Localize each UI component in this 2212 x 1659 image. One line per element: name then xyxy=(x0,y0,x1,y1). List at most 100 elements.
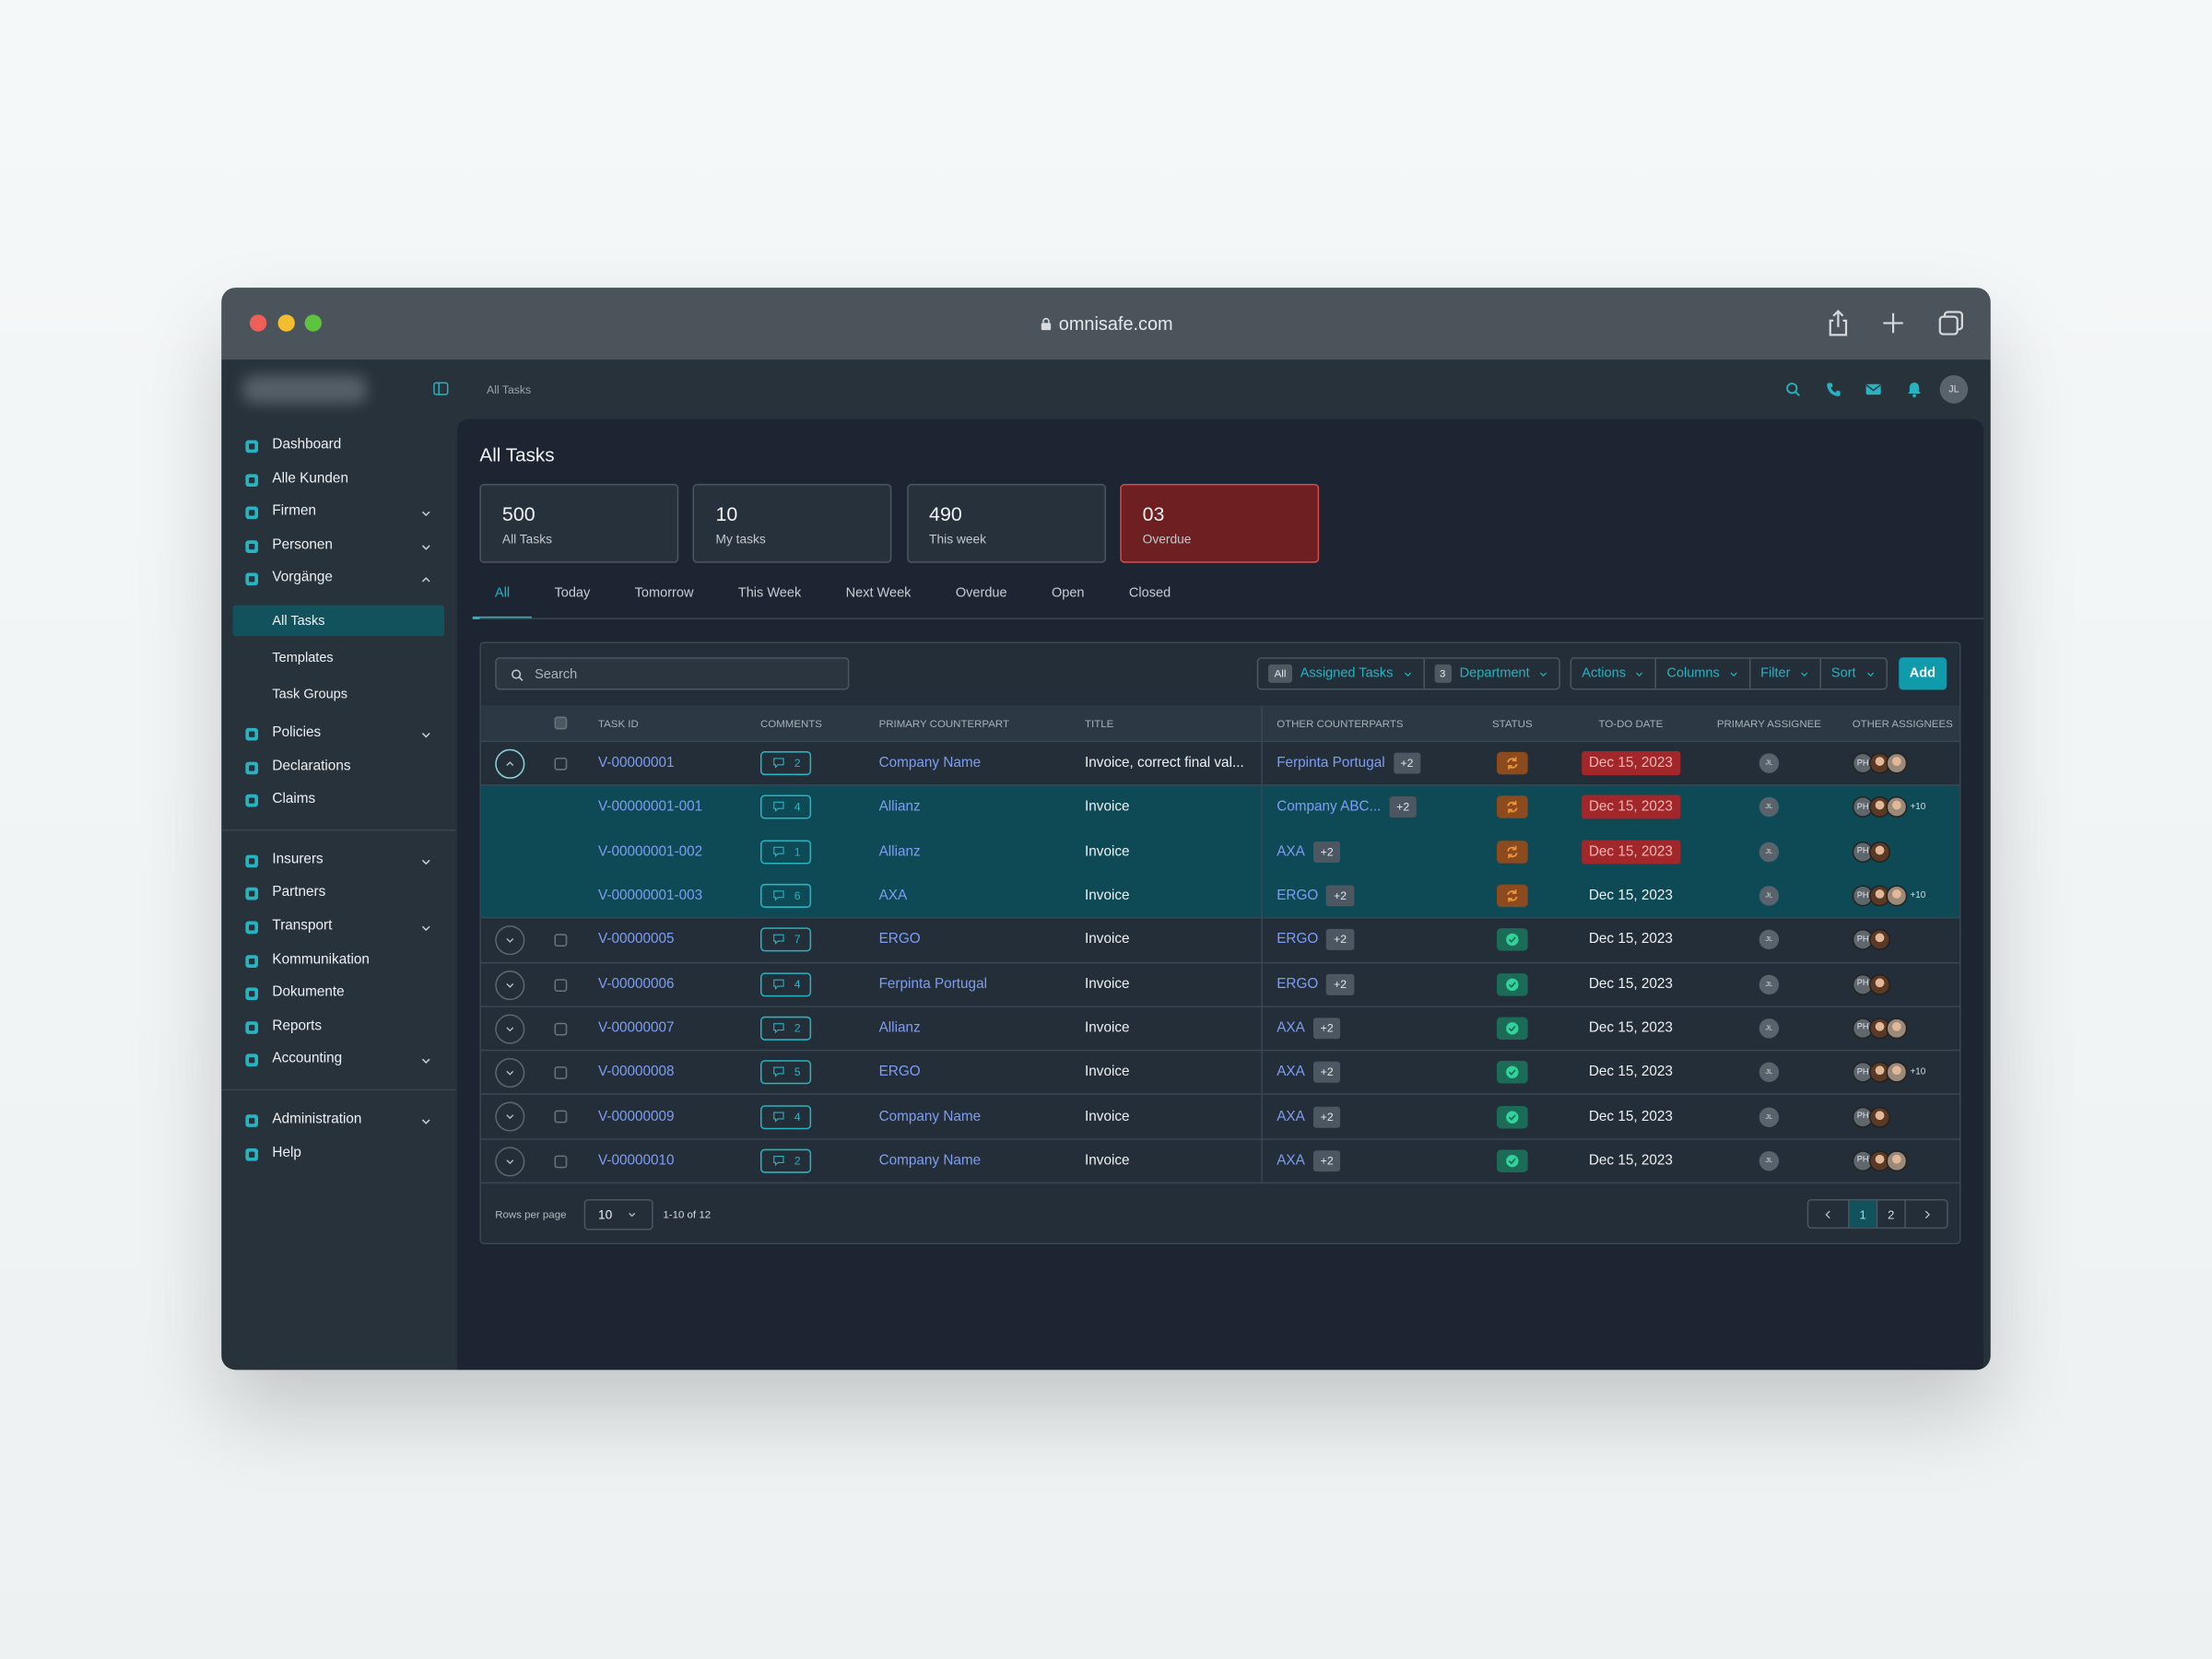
sidebar-toggle-part[interactable] xyxy=(433,382,449,395)
nav-item[interactable]: Firmen xyxy=(221,497,455,530)
nav-item[interactable]: Reports xyxy=(221,1011,455,1044)
window-control[interactable] xyxy=(276,314,295,332)
counterpart-name[interactable]: ERGO xyxy=(1277,932,1319,948)
column-header[interactable]: PRIMARY COUNTERPART xyxy=(878,716,1009,730)
tab[interactable]: Open xyxy=(1051,585,1085,602)
assignee-avatar[interactable]: PH xyxy=(1852,929,1874,951)
table-row[interactable]: V-00000008 5 ERGO Invoice AXA +2 Dec 15, 2023 J… xyxy=(480,1049,1960,1094)
new-tab-button[interactable] xyxy=(1882,312,1904,334)
assignee-more[interactable]: +10 xyxy=(1910,802,1926,813)
nav-item[interactable]: Policies xyxy=(221,718,455,751)
prev-page[interactable] xyxy=(1808,1200,1850,1228)
address-bar[interactable]: omnisafe.com xyxy=(221,312,1990,334)
task-id[interactable]: V-00000001-001 xyxy=(597,799,703,816)
breadcrumb[interactable]: All Tasks xyxy=(487,383,532,397)
page-button[interactable]: 2 xyxy=(1877,1200,1906,1228)
row-checkbox[interactable] xyxy=(554,757,568,771)
tabs-button[interactable] xyxy=(1938,311,1964,336)
primary-counterpart[interactable]: Allianz xyxy=(878,1020,921,1037)
nav-subitem[interactable]: Task Groups xyxy=(233,678,445,710)
tab[interactable]: All xyxy=(472,580,533,619)
expand-button[interactable] xyxy=(495,1102,525,1133)
task-id[interactable]: V-00000001-003 xyxy=(597,888,703,904)
nav-chevron[interactable] xyxy=(419,854,433,868)
column-header[interactable]: TASK ID xyxy=(597,716,639,730)
nav-chevron[interactable] xyxy=(419,573,433,587)
column-header[interactable]: COMMENTS xyxy=(759,716,822,730)
assignee-photo[interactable] xyxy=(1869,1106,1891,1128)
rows-per-page-select[interactable]: 10 xyxy=(583,1199,653,1230)
row-checkbox[interactable] xyxy=(554,1066,568,1080)
assignee-photo[interactable] xyxy=(1869,929,1891,951)
filter-dropdown[interactable]: All Assigned Tasks xyxy=(1259,659,1423,688)
column-header[interactable]: TO-DO DATE xyxy=(1598,716,1664,730)
action-dropdown[interactable]: Actions xyxy=(1572,659,1656,688)
nav-subitem[interactable]: All Tasks xyxy=(232,605,445,637)
task-id[interactable]: V-00000006 xyxy=(597,976,675,993)
nav-item[interactable]: Declarations xyxy=(221,751,455,784)
counterpart-name[interactable]: AXA xyxy=(1277,843,1305,860)
counterpart-more[interactable]: +2 xyxy=(1326,973,1354,995)
stat-card[interactable]: 500 All Tasks xyxy=(479,483,679,563)
nav-item[interactable]: Administration xyxy=(221,1104,455,1137)
counterpart-name[interactable]: Company ABC... xyxy=(1277,799,1382,816)
nav-subitem[interactable]: Templates xyxy=(233,641,445,673)
expand-button[interactable] xyxy=(495,925,525,956)
nav-item[interactable]: Dokumente xyxy=(221,978,455,1011)
assignee-photo[interactable] xyxy=(1886,1062,1908,1084)
action-dropdown[interactable]: Sort xyxy=(1819,658,1886,688)
window-control[interactable] xyxy=(249,314,267,332)
counterpart-name[interactable]: AXA xyxy=(1277,1109,1305,1124)
tab[interactable]: Today xyxy=(554,585,591,602)
page-button[interactable]: 1 xyxy=(1849,1200,1878,1228)
notifications-button-part[interactable] xyxy=(1912,394,1917,398)
assignee-more[interactable]: +10 xyxy=(1910,890,1926,901)
nav-item[interactable]: Alle Kunden xyxy=(221,464,455,497)
row-checkbox[interactable] xyxy=(554,978,568,992)
counterpart-name[interactable]: AXA xyxy=(1277,1153,1305,1169)
assignee-photo[interactable] xyxy=(1869,841,1891,863)
task-id[interactable]: V-00000001 xyxy=(597,755,675,771)
nav-item[interactable]: Vorgänge xyxy=(221,563,455,596)
nav-chevron-part[interactable] xyxy=(421,511,430,517)
primary-assignee[interactable]: JL xyxy=(1759,930,1780,950)
primary-counterpart[interactable]: Company Name xyxy=(878,1109,982,1124)
comments-badge[interactable]: 1 xyxy=(759,840,812,865)
table-row[interactable]: V-00000001-002 1 Allianz Invoice AXA +2 Dec 15… xyxy=(480,829,1960,874)
column-header[interactable]: TITLE xyxy=(1085,716,1114,730)
expand-button[interactable] xyxy=(495,1014,525,1044)
share-button[interactable] xyxy=(1826,309,1852,337)
comments-badge[interactable]: 7 xyxy=(759,927,812,952)
tab[interactable]: Closed xyxy=(1128,585,1171,602)
nav-item[interactable]: Insurers xyxy=(221,844,455,877)
counterpart-more[interactable]: +2 xyxy=(1389,796,1417,818)
primary-assignee[interactable]: JL xyxy=(1759,886,1780,906)
share-button-part[interactable] xyxy=(1829,310,1848,336)
primary-assignee[interactable]: JL xyxy=(1759,1106,1780,1127)
primary-counterpart[interactable]: AXA xyxy=(878,888,908,904)
sidebar-toggle[interactable] xyxy=(433,381,449,396)
counterpart-more[interactable]: +2 xyxy=(1313,841,1341,863)
assignee-photo[interactable] xyxy=(1886,885,1908,907)
tabs-button-part[interactable] xyxy=(1943,311,1964,331)
nav-chevron-part[interactable] xyxy=(421,1059,430,1065)
table-row[interactable]: V-00000001 2 Company Name Invoice, correct … xyxy=(480,740,1960,785)
counterpart-name[interactable]: ERGO xyxy=(1277,888,1319,904)
table-row[interactable]: V-00000009 4 Company Name Invoice AXA +2 Dec 1… xyxy=(480,1093,1960,1138)
primary-counterpart[interactable]: Allianz xyxy=(878,843,921,860)
comments-badge[interactable]: 4 xyxy=(759,1104,812,1129)
nav-chevron-part[interactable] xyxy=(421,859,430,865)
comments-badge[interactable]: 5 xyxy=(759,1060,812,1085)
tab[interactable]: Next Week xyxy=(845,585,912,602)
table-row[interactable]: V-00000010 2 Company Name Invoice AXA +2 Dec 1… xyxy=(480,1137,1960,1182)
tab[interactable]: Overdue xyxy=(955,585,1007,602)
phone-button-part[interactable] xyxy=(1826,382,1841,396)
comments-badge[interactable]: 2 xyxy=(759,1016,812,1041)
nav-item[interactable]: Transport xyxy=(221,912,455,945)
row-checkbox[interactable] xyxy=(554,1111,568,1124)
next-page[interactable] xyxy=(1906,1201,1947,1228)
expand-button[interactable] xyxy=(495,748,525,779)
nav-chevron-part[interactable] xyxy=(421,577,430,583)
nav-chevron-part[interactable] xyxy=(421,1119,430,1124)
assignee-photo[interactable] xyxy=(1886,1149,1908,1171)
